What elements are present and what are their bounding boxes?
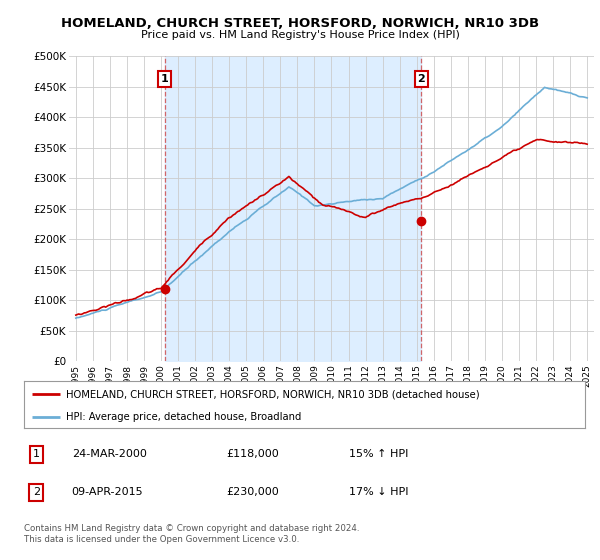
Text: Price paid vs. HM Land Registry's House Price Index (HPI): Price paid vs. HM Land Registry's House …: [140, 30, 460, 40]
Text: HPI: Average price, detached house, Broadland: HPI: Average price, detached house, Broa…: [66, 412, 301, 422]
Text: 09-APR-2015: 09-APR-2015: [71, 487, 143, 497]
Text: £230,000: £230,000: [226, 487, 279, 497]
Text: 15% ↑ HPI: 15% ↑ HPI: [349, 450, 409, 459]
Text: 1: 1: [161, 74, 169, 84]
Text: Contains HM Land Registry data © Crown copyright and database right 2024.: Contains HM Land Registry data © Crown c…: [24, 524, 359, 533]
Text: 24-MAR-2000: 24-MAR-2000: [71, 450, 146, 459]
Text: HOMELAND, CHURCH STREET, HORSFORD, NORWICH, NR10 3DB (detached house): HOMELAND, CHURCH STREET, HORSFORD, NORWI…: [66, 389, 480, 399]
Text: HOMELAND, CHURCH STREET, HORSFORD, NORWICH, NR10 3DB: HOMELAND, CHURCH STREET, HORSFORD, NORWI…: [61, 17, 539, 30]
Text: 2: 2: [418, 74, 425, 84]
Text: 1: 1: [33, 450, 40, 459]
Text: This data is licensed under the Open Government Licence v3.0.: This data is licensed under the Open Gov…: [24, 534, 299, 544]
Text: 2: 2: [33, 487, 40, 497]
Text: 17% ↓ HPI: 17% ↓ HPI: [349, 487, 409, 497]
Text: £118,000: £118,000: [226, 450, 279, 459]
